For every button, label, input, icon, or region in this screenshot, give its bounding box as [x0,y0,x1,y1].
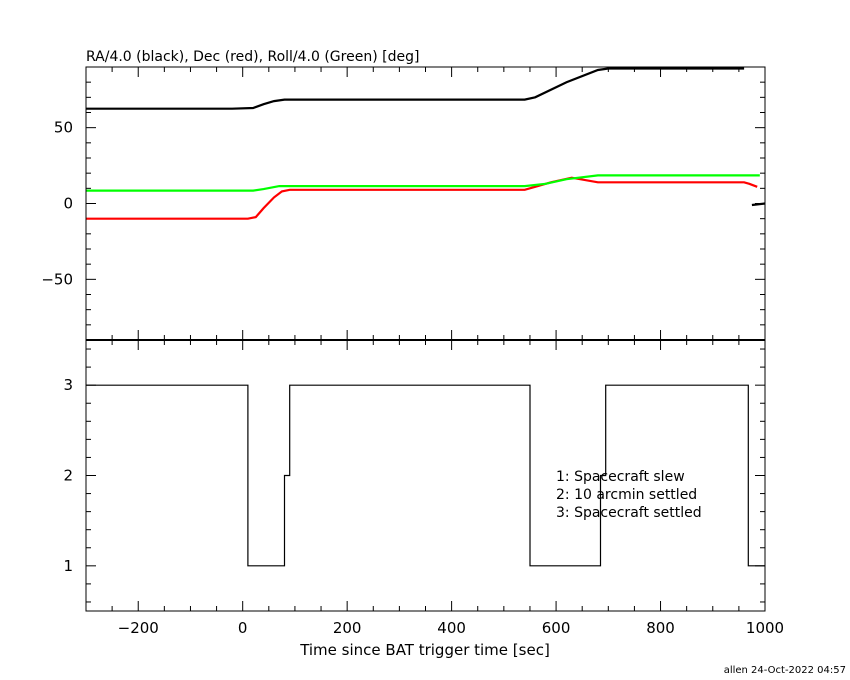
bottom-panel-series [86,384,765,567]
series-line-0 [86,67,745,110]
top-panel-title: RA/4.0 (black), Dec (red), Roll/4.0 (Gre… [86,49,419,65]
series-line-2 [86,174,760,192]
y-tick-label: 50 [54,119,73,137]
legend-settled: 3: Spacecraft settled [556,505,702,521]
x-tick-label: −200 [118,619,159,637]
x-tick-label: 600 [542,619,571,637]
series-line-3 [751,202,766,207]
y-tick-label: 3 [63,376,73,394]
status-step-line-0 [86,384,765,567]
x-tick-label: 1000 [746,619,784,637]
x-tick-label: 200 [333,619,362,637]
x-tick-label: 400 [437,619,466,637]
y-tick-label: 2 [63,467,73,485]
top-panel-y-tick-labels: −50 0 50 [41,119,73,289]
legend-slew: 1: Spacecraft slew [556,469,685,485]
footer-stamp: allen 24-Oct-2022 04:57 [724,665,846,676]
y-tick-label: −50 [41,270,73,288]
x-axis-label: Time since BAT trigger time [sec] [299,641,550,659]
top-panel-series [86,67,766,220]
bottom-panel-y-tick-labels: 1 2 3 [63,376,73,575]
legend-10-arcmin: 2: 10 arcmin settled [556,487,697,503]
y-tick-label: 0 [63,195,73,213]
top-panel-ticks [85,66,766,340]
bottom-panel-x-tick-labels: −200 0 200 400 600 800 1000 [118,619,784,637]
x-tick-label: 0 [238,619,248,637]
series-line-1 [86,176,758,220]
x-tick-label: 800 [646,619,675,637]
y-tick-label: 1 [63,557,73,575]
